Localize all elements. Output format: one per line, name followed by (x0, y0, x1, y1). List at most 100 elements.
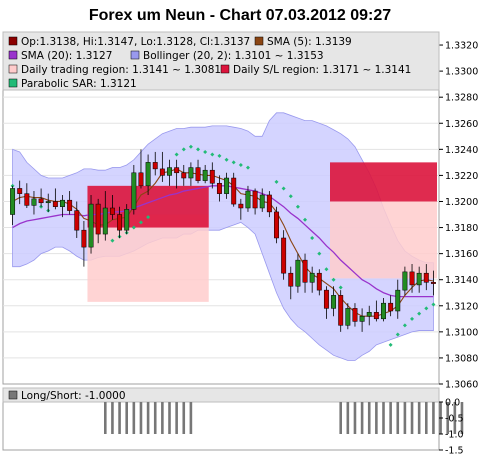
long-short-bar (118, 402, 121, 434)
lower-y-axis-ticks: 0.0 -0.5 -1.0 -1.5 (439, 398, 464, 457)
y-axis-ticks: 1.3060 1.3080 1.3100 1.3120 1.3140 1.3160 1.31… (439, 41, 478, 391)
candle-body (131, 172, 137, 210)
candle-body (331, 295, 337, 309)
sar-point (196, 147, 201, 152)
legend-daily-sl-region: Daily S/L region: 1.3171 ~ 1.3141 (233, 64, 411, 76)
long-short-bar (175, 402, 178, 434)
sar-point (138, 220, 143, 225)
long-short-bar (104, 402, 107, 434)
long-short-bar (139, 402, 143, 434)
long-short-bar (446, 402, 449, 434)
long-short-bar (168, 402, 171, 434)
sar-point (388, 342, 393, 347)
candle-body (338, 295, 344, 326)
long-short-bar (403, 402, 407, 434)
candle-body (202, 169, 208, 181)
candle-body (409, 271, 415, 286)
sar-point (217, 153, 222, 158)
long-short-bar (125, 402, 128, 434)
candle-body (152, 162, 158, 170)
long-short-bar (339, 402, 342, 434)
sma20-swatch (8, 50, 18, 60)
sar-point (146, 215, 151, 220)
sar-point (131, 225, 136, 230)
sar-point (410, 316, 415, 321)
candle-body (45, 201, 51, 204)
sar-point (203, 149, 208, 154)
sar-point (274, 179, 279, 184)
candle-body (159, 168, 165, 176)
sar-point (245, 165, 250, 170)
y-tick-label: 1.3220 (445, 171, 478, 182)
long-short-bar (396, 402, 400, 434)
sma20-line (12, 185, 434, 298)
bollinger-swatch (130, 50, 140, 60)
y-tick-label: 1.3140 (445, 275, 478, 286)
long-short-bar (146, 402, 150, 434)
legend: Op:1.3138, Hi:1.3147, Lo:1.3128, Cl:1.31… (8, 36, 411, 90)
sar-point (395, 332, 400, 337)
sar-point (295, 204, 300, 209)
long-short-bar (353, 402, 357, 434)
sar-point (310, 235, 315, 240)
daily-trading-region (330, 201, 437, 279)
candle-body (17, 188, 23, 194)
sar-point (303, 217, 308, 222)
legend-sma20: SMA (20): 1.3127 (21, 50, 112, 62)
long-short-bar (132, 402, 136, 434)
candle-body (259, 194, 265, 209)
y-tick-label: 1.3320 (445, 41, 478, 52)
long-short-bar (161, 402, 164, 434)
candle-body (302, 259, 308, 283)
long-short-bar (453, 402, 457, 434)
candle-body (416, 272, 422, 286)
legend-parabolic-sar: Parabolic SAR: 1.3121 (21, 78, 137, 90)
y-tick-label: 1.3160 (445, 249, 478, 260)
chart-title: Forex um Neun - Chart 07.03.2012 09:27 (89, 7, 391, 24)
sar-point (324, 267, 329, 272)
sma5-swatch (254, 36, 264, 46)
sar-point (224, 157, 229, 162)
long-short-bar (432, 402, 435, 434)
y-tick-label: 1.3060 (445, 380, 478, 391)
y-tick-label: 1.3180 (445, 223, 478, 234)
candle-body (88, 203, 94, 248)
candle-body (252, 190, 258, 209)
candle-body (245, 190, 251, 209)
candle-body (274, 211, 279, 239)
legend-sma5: SMA (5): 1.3139 (267, 36, 352, 48)
candle-body (395, 289, 401, 312)
y-tick-label: 1.3120 (445, 301, 478, 312)
candle-body (138, 172, 144, 187)
candle-body (24, 193, 30, 206)
daily-sl-region (330, 162, 437, 202)
sar-point (174, 152, 179, 157)
legend-box (2, 31, 440, 91)
candle-body (288, 272, 294, 287)
y-tick-label: 1.3200 (445, 197, 478, 208)
lower-tick-label: -1.0 (445, 430, 464, 441)
candle-body (209, 169, 215, 184)
y-tick-label: 1.3300 (445, 67, 478, 78)
sar-point (424, 306, 429, 311)
candle-body (74, 210, 80, 231)
candle-body (359, 315, 365, 322)
sar-point (188, 144, 193, 149)
candlesticks (10, 149, 436, 332)
candle-body (31, 198, 37, 206)
sar-point (431, 302, 436, 307)
lower-panel-header (2, 387, 440, 403)
candle-body (181, 172, 187, 179)
candle-body (281, 237, 287, 274)
candle-body (366, 312, 372, 317)
candle-body (95, 203, 101, 235)
y-tick-label: 1.3260 (445, 119, 478, 130)
sar-point (110, 238, 115, 243)
candle-body (373, 312, 379, 320)
candle-body (423, 272, 429, 283)
long-short-bar (360, 402, 364, 434)
lower-tick-label: -1.5 (445, 446, 464, 457)
sar-point (317, 251, 322, 256)
daily-regions (87, 162, 437, 302)
